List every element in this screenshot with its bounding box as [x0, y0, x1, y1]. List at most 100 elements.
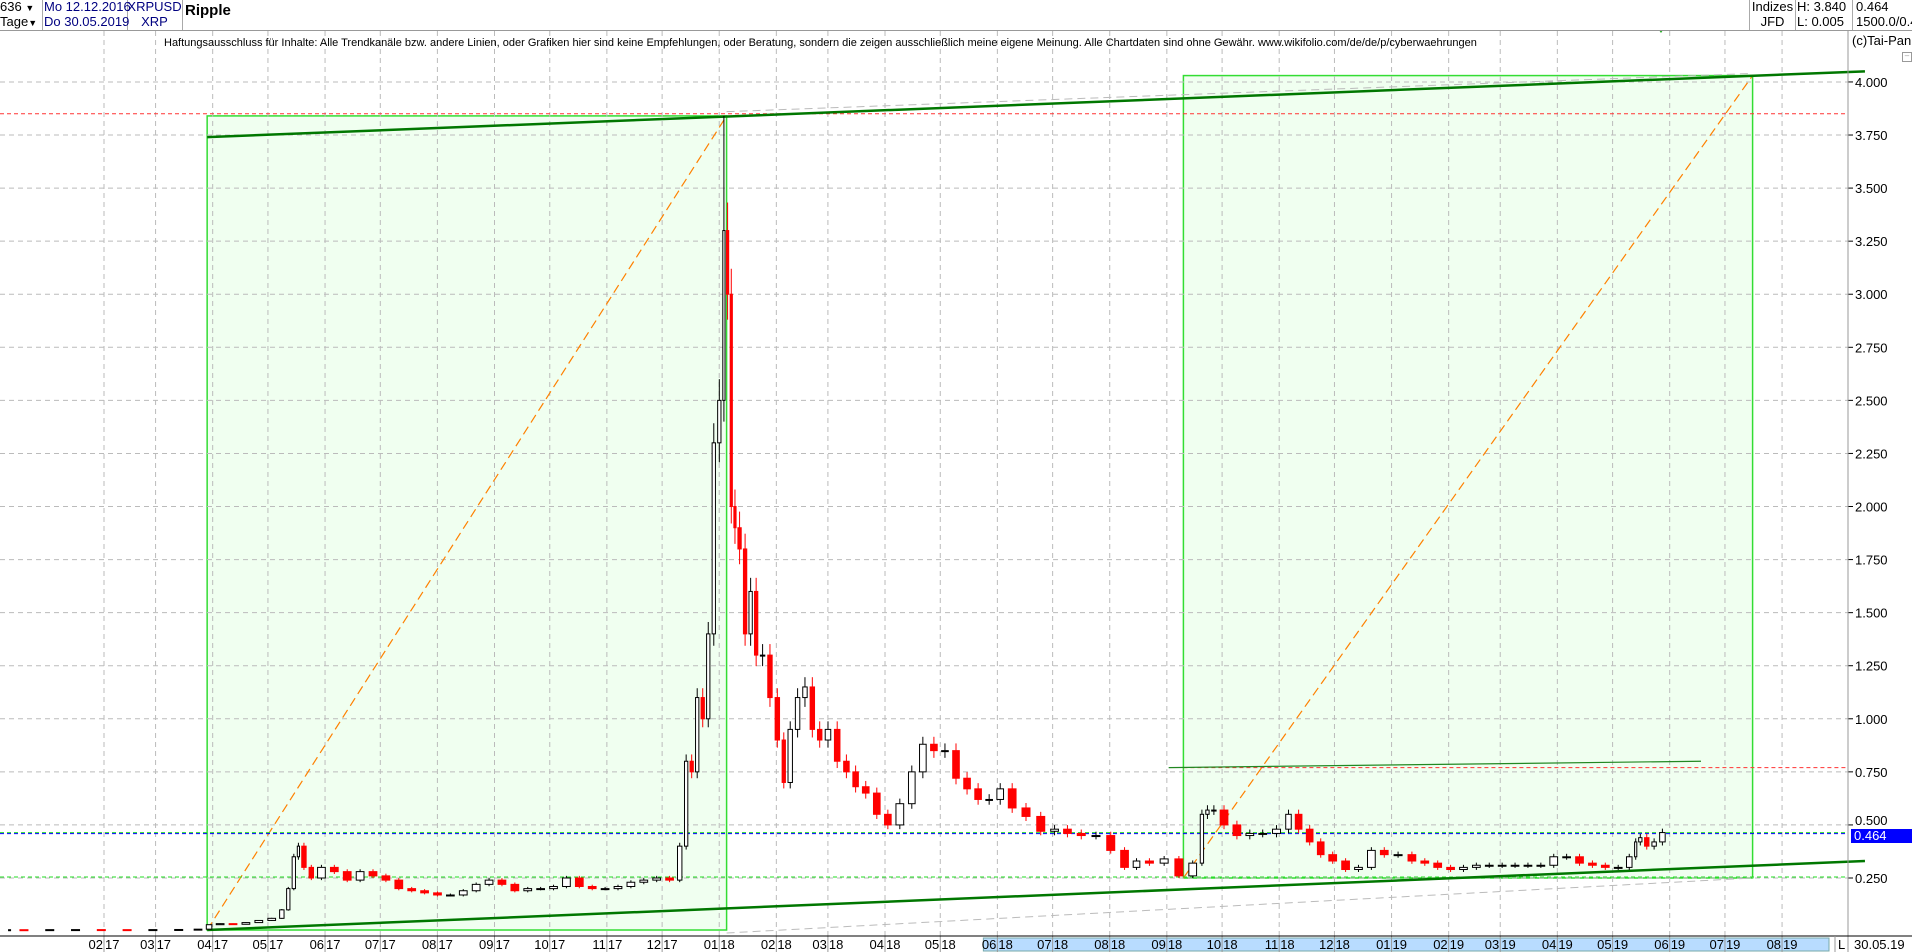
- period-selector[interactable]: Tage: [0, 14, 29, 29]
- chevron-down-icon[interactable]: ▼: [25, 3, 35, 13]
- chevron-down-icon[interactable]: ▼: [28, 18, 38, 28]
- x-tick-year: 17: [496, 937, 510, 952]
- candle-body: [1205, 809, 1210, 815]
- candle-body: [193, 928, 203, 931]
- x-tick-year: 17: [551, 937, 565, 952]
- x-tick-month: 03: [812, 937, 826, 952]
- candle-body: [816, 728, 823, 741]
- chart-title: Ripple: [185, 2, 231, 19]
- candle-body: [174, 928, 184, 931]
- candle-body: [1063, 828, 1072, 834]
- x-tick-year: 17: [381, 937, 395, 952]
- candle-body: [574, 877, 584, 887]
- candle-body: [1076, 832, 1086, 837]
- high-value: H: 3.840: [1797, 0, 1847, 14]
- high-low-box: H: 3.840 L: 0.005: [1795, 0, 1853, 30]
- candle-body: [652, 877, 662, 881]
- start-date[interactable]: Mo 12.12.2016: [44, 0, 131, 14]
- candle-body: [1420, 860, 1430, 864]
- candle-body: [523, 888, 533, 892]
- candle-body: [907, 771, 916, 805]
- chart-header: 636 ▼ Tage▼ Mo 12.12.2016 Do 30.05.2019 …: [0, 0, 1912, 31]
- candle-body: [1174, 858, 1184, 877]
- y-tick-label: 0.500: [1855, 813, 1888, 828]
- candle-body: [1644, 837, 1650, 847]
- x-tick-year: 19: [1783, 937, 1797, 952]
- candle-body: [254, 919, 264, 924]
- last-price-marker: 0.464: [1851, 829, 1912, 843]
- candle-body: [19, 929, 29, 932]
- candle-body: [342, 871, 352, 881]
- candle-body: [952, 750, 960, 779]
- x-tick-year: 18: [1054, 937, 1068, 952]
- count-period-selector[interactable]: 636 ▼ Tage▼: [0, 0, 43, 30]
- last-date-label: 30.05.19: [1854, 937, 1905, 952]
- x-tick-year: 17: [269, 937, 283, 952]
- candle-body: [985, 798, 993, 801]
- candle-body: [843, 760, 850, 773]
- x-tick-month: 11: [1265, 937, 1279, 952]
- l-marker[interactable]: L: [1838, 937, 1846, 952]
- resistance-line: [1168, 760, 1702, 769]
- symbol-box[interactable]: XRPUSD XRP: [127, 0, 183, 30]
- candle-body: [1433, 862, 1443, 868]
- candle-body: [286, 888, 291, 911]
- y-tick-label: 1.500: [1855, 606, 1888, 621]
- candle-body: [794, 697, 801, 730]
- x-tick-year: 17: [105, 937, 119, 952]
- date-range[interactable]: Mo 12.12.2016 Do 30.05.2019: [43, 0, 131, 30]
- candle-body: [742, 548, 748, 635]
- candle-body: [729, 293, 733, 508]
- x-tick-year: 17: [326, 937, 340, 952]
- candle-body: [748, 590, 753, 635]
- candle-body: [471, 883, 481, 892]
- x-tick-year: 18: [941, 937, 955, 952]
- candle-body: [1285, 813, 1292, 830]
- candle-body: [1497, 864, 1507, 867]
- candle-body: [1523, 864, 1533, 867]
- scale-value: 1500.0/0.4: [1856, 14, 1912, 29]
- symbol-short: XRP: [141, 14, 168, 29]
- index-label: Indizes: [1751, 0, 1794, 14]
- x-tick-month: 05: [925, 937, 939, 952]
- end-date[interactable]: Do 30.05.2019: [44, 14, 130, 29]
- candle-body: [1407, 854, 1417, 862]
- x-tick-year: 19: [1501, 937, 1515, 952]
- candle-body: [1199, 813, 1205, 864]
- x-tick-month: 04: [1542, 937, 1556, 952]
- candle-body: [1638, 837, 1643, 843]
- candle-body: [895, 803, 905, 826]
- x-tick-year: 18: [720, 937, 734, 952]
- candle-body: [996, 788, 1005, 800]
- x-tick-month: 09: [1151, 937, 1165, 952]
- candle-body: [1188, 862, 1198, 877]
- candle-body: [267, 917, 277, 921]
- x-tick-month: 08: [1094, 937, 1108, 952]
- candle-body: [639, 879, 649, 883]
- candle-body: [717, 399, 722, 444]
- x-tick-month: 05: [252, 937, 266, 952]
- candle-body: [71, 929, 81, 932]
- gray-trendline: [726, 72, 1753, 113]
- x-tick-month: 12: [647, 937, 661, 952]
- x-tick-month: 01: [1376, 937, 1390, 952]
- candle-body: [665, 877, 674, 881]
- collapse-icon[interactable]: –: [1902, 52, 1912, 62]
- y-tick-label: 2.750: [1855, 340, 1888, 355]
- candle-body: [122, 929, 132, 932]
- candle-body: [484, 879, 494, 885]
- candle-body: [1367, 849, 1376, 868]
- candle-body: [1316, 841, 1325, 856]
- y-tick-label: 2.500: [1855, 393, 1888, 408]
- candle-body: [148, 929, 158, 932]
- last-box: 0.464 1500.0/0.4: [1852, 0, 1912, 30]
- candle-body: [446, 894, 455, 897]
- candle-body: [1393, 854, 1403, 857]
- bar-count[interactable]: 636: [0, 0, 22, 14]
- candle-body: [1659, 832, 1666, 843]
- candle-body: [700, 697, 705, 720]
- candle-body: [1328, 854, 1338, 862]
- candle-body: [1132, 860, 1141, 868]
- box-diagonal: [1182, 75, 1754, 879]
